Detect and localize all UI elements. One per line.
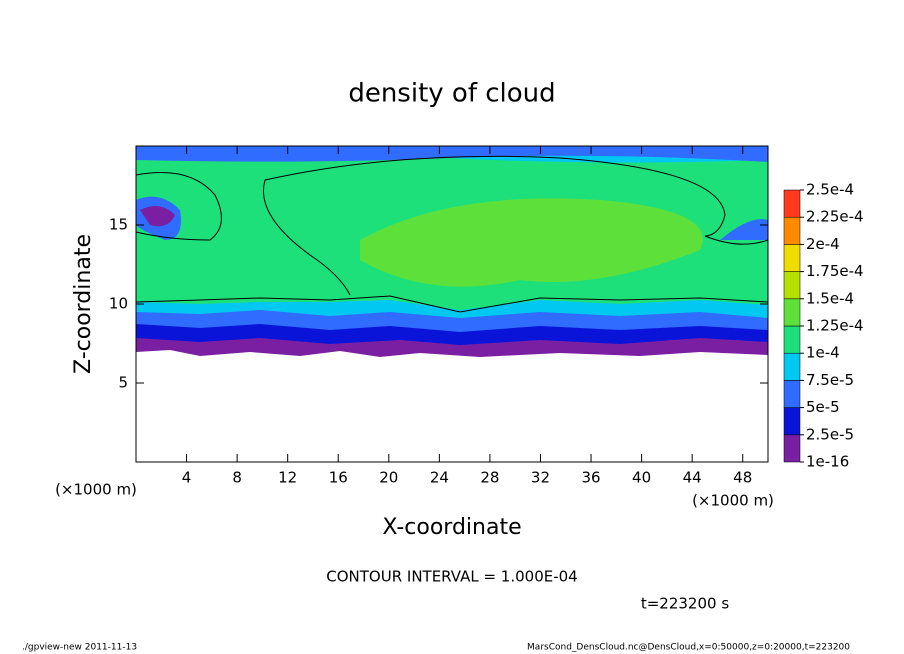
x-unit-left: (×1000 m) — [55, 481, 137, 499]
x-tick-label: 12 — [278, 469, 297, 487]
y-tick-label: 5 — [118, 374, 128, 392]
x-tick-label: 32 — [531, 469, 550, 487]
x-tick-label: 48 — [733, 469, 752, 487]
colorbar-label: 2e-4 — [806, 235, 840, 253]
x-tick-label: 24 — [430, 469, 449, 487]
y-axis-label: Z-coordinate — [71, 234, 96, 374]
footer-left: ./gpview-new 2011-11-13 — [22, 643, 137, 653]
x-axis-label: X-coordinate — [382, 515, 521, 540]
colorbar-label: 1.75e-4 — [806, 262, 864, 280]
colorbar-box — [783, 407, 801, 436]
x-tick-label: 40 — [632, 469, 651, 487]
x-tick-label: 36 — [581, 469, 600, 487]
colorbar-label: 7.5e-5 — [806, 371, 854, 389]
colorbar-label: 1e-4 — [806, 344, 840, 362]
x-tick-label: 4 — [182, 469, 192, 487]
colorbar-label: 1.25e-4 — [806, 317, 864, 335]
colorbar-box — [783, 271, 801, 300]
colorbar-box — [783, 380, 801, 408]
x-tick-label: 28 — [480, 469, 499, 487]
colorbar-box — [783, 434, 801, 463]
y-tick-label: 15 — [109, 216, 128, 234]
x-tick-label: 44 — [683, 469, 702, 487]
colorbar-label: 2.5e-4 — [806, 181, 854, 199]
colorbar-label: 5e-5 — [806, 398, 840, 416]
y-tick-label: 10 — [109, 295, 128, 313]
colorbar-label: 1e-16 — [806, 453, 849, 471]
x-tick-label: 20 — [379, 469, 398, 487]
x-tick-label: 8 — [232, 469, 242, 487]
colorbar-box — [783, 216, 801, 245]
x-unit: (×1000 m) — [692, 492, 774, 510]
colorbar-label: 2.5e-5 — [806, 425, 854, 443]
time-label: t=223200 s — [641, 595, 729, 613]
colorbar-box — [783, 298, 801, 327]
annotation: CONTOUR INTERVAL = 1.000E-04 — [326, 568, 577, 586]
colorbar-box — [783, 244, 801, 272]
colorbar-label: 1.5e-4 — [806, 289, 854, 307]
colorbar-box — [783, 189, 801, 218]
x-tick-label: 16 — [329, 469, 348, 487]
colorbar-box — [783, 352, 801, 381]
colorbar-box — [783, 325, 801, 354]
colorbar-label: 2.25e-4 — [806, 208, 864, 226]
chart-title: density of cloud — [348, 79, 555, 109]
footer-right: MarsCond_DensCloud.nc@DensCloud,x=0:5000… — [527, 643, 850, 653]
field — [135, 145, 769, 463]
